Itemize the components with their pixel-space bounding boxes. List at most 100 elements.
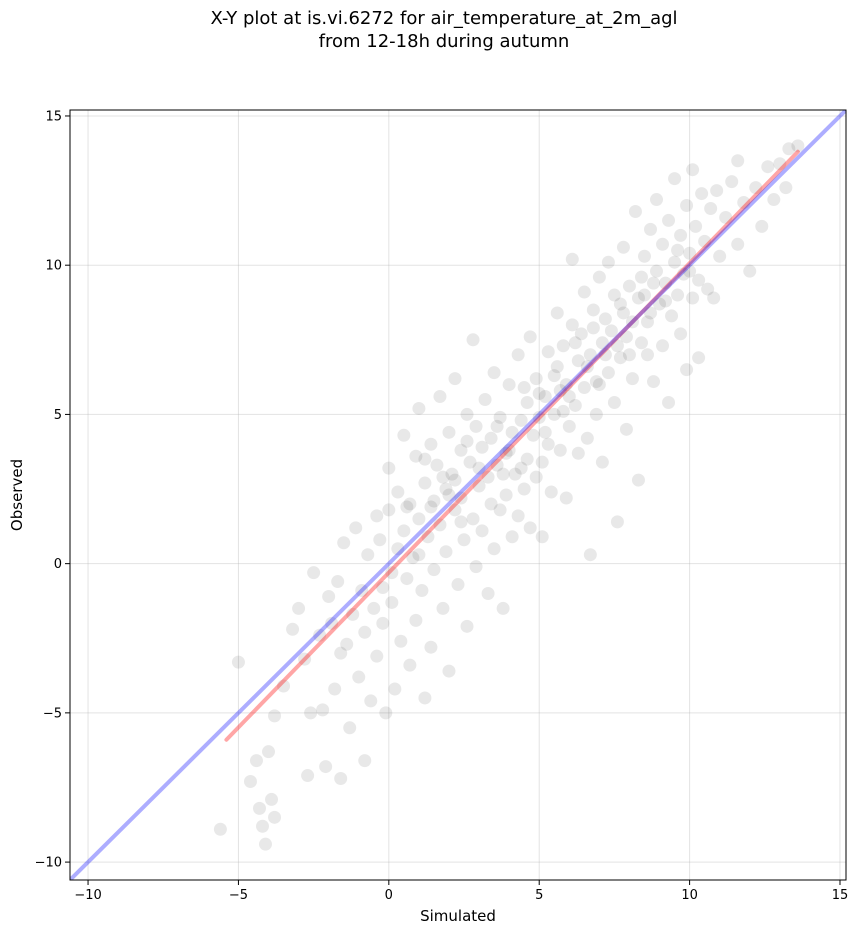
- data-point: [439, 545, 453, 559]
- data-point: [610, 339, 624, 353]
- data-point: [346, 607, 360, 621]
- data-point: [659, 294, 673, 308]
- data-point: [529, 470, 543, 484]
- y-tick-label: 5: [54, 408, 62, 423]
- data-point: [361, 548, 375, 562]
- data-point: [710, 184, 724, 198]
- data-point: [454, 491, 468, 505]
- data-point: [376, 616, 390, 630]
- data-point: [674, 228, 688, 242]
- data-point: [490, 458, 504, 472]
- data-point: [643, 222, 657, 236]
- data-point: [427, 563, 441, 577]
- data-point: [373, 533, 387, 547]
- data-point: [547, 369, 561, 383]
- data-point: [379, 706, 393, 720]
- data-point: [577, 285, 591, 299]
- data-point: [553, 384, 567, 398]
- data-point: [677, 267, 691, 281]
- data-point: [496, 467, 510, 481]
- data-point: [484, 431, 498, 445]
- data-point: [779, 181, 793, 195]
- data-point: [713, 249, 727, 263]
- data-point: [481, 586, 495, 600]
- data-point: [719, 210, 733, 224]
- data-point: [322, 589, 336, 603]
- data-point: [255, 819, 269, 833]
- data-point: [538, 425, 552, 439]
- data-point: [412, 401, 426, 415]
- data-point: [671, 243, 685, 257]
- data-point: [445, 467, 459, 481]
- data-point: [704, 201, 718, 215]
- data-point: [559, 491, 573, 505]
- data-point: [508, 467, 522, 481]
- data-point: [439, 482, 453, 496]
- x-tick-label: 0: [385, 888, 393, 903]
- data-point: [448, 473, 462, 487]
- data-point: [268, 810, 282, 824]
- data-point: [514, 461, 528, 475]
- data-point: [268, 709, 282, 723]
- data-point: [460, 407, 474, 421]
- data-point: [767, 193, 781, 207]
- data-point: [637, 288, 651, 302]
- data-point: [451, 578, 465, 592]
- x-tick-label: 15: [832, 888, 849, 903]
- data-point: [358, 754, 372, 768]
- data-point: [737, 196, 751, 210]
- data-point: [243, 775, 257, 789]
- data-point: [662, 213, 676, 227]
- data-point: [418, 691, 432, 705]
- y-tick-label: 15: [45, 109, 62, 124]
- data-point: [418, 476, 432, 490]
- data-point: [647, 276, 661, 290]
- data-point: [370, 509, 384, 523]
- data-point: [349, 521, 363, 535]
- data-point: [385, 595, 399, 609]
- data-point: [613, 297, 627, 311]
- data-point: [725, 175, 739, 189]
- data-point: [319, 760, 333, 774]
- data-point: [499, 446, 513, 460]
- data-point: [421, 530, 435, 544]
- data-point: [231, 655, 245, 669]
- data-point: [502, 443, 516, 457]
- data-point: [442, 488, 456, 502]
- data-point: [634, 336, 648, 350]
- data-point: [460, 619, 474, 633]
- data-point: [731, 154, 745, 168]
- data-point: [325, 616, 339, 630]
- data-point: [364, 694, 378, 708]
- data-point: [674, 327, 688, 341]
- data-point: [262, 745, 276, 759]
- data-point: [631, 473, 645, 487]
- data-point: [619, 422, 633, 436]
- data-point: [442, 425, 456, 439]
- data-point: [625, 315, 639, 329]
- data-point: [436, 470, 450, 484]
- data-point: [698, 234, 712, 248]
- data-point: [331, 575, 345, 589]
- data-point: [277, 679, 291, 693]
- x-tick-label: 5: [535, 888, 543, 903]
- data-point: [424, 640, 438, 654]
- data-point: [616, 306, 630, 320]
- x-tick-label: −10: [74, 888, 101, 903]
- data-point: [547, 407, 561, 421]
- data-point: [671, 288, 685, 302]
- data-point: [565, 252, 579, 266]
- data-point: [307, 566, 321, 580]
- data-point: [249, 754, 263, 768]
- data-point: [640, 315, 654, 329]
- data-point: [388, 682, 402, 696]
- data-point: [692, 273, 706, 287]
- data-point: [436, 601, 450, 615]
- data-point: [505, 530, 519, 544]
- data-point: [586, 303, 600, 317]
- plot-frame: [69, 109, 847, 881]
- data-point: [376, 581, 390, 595]
- data-point: [680, 363, 694, 377]
